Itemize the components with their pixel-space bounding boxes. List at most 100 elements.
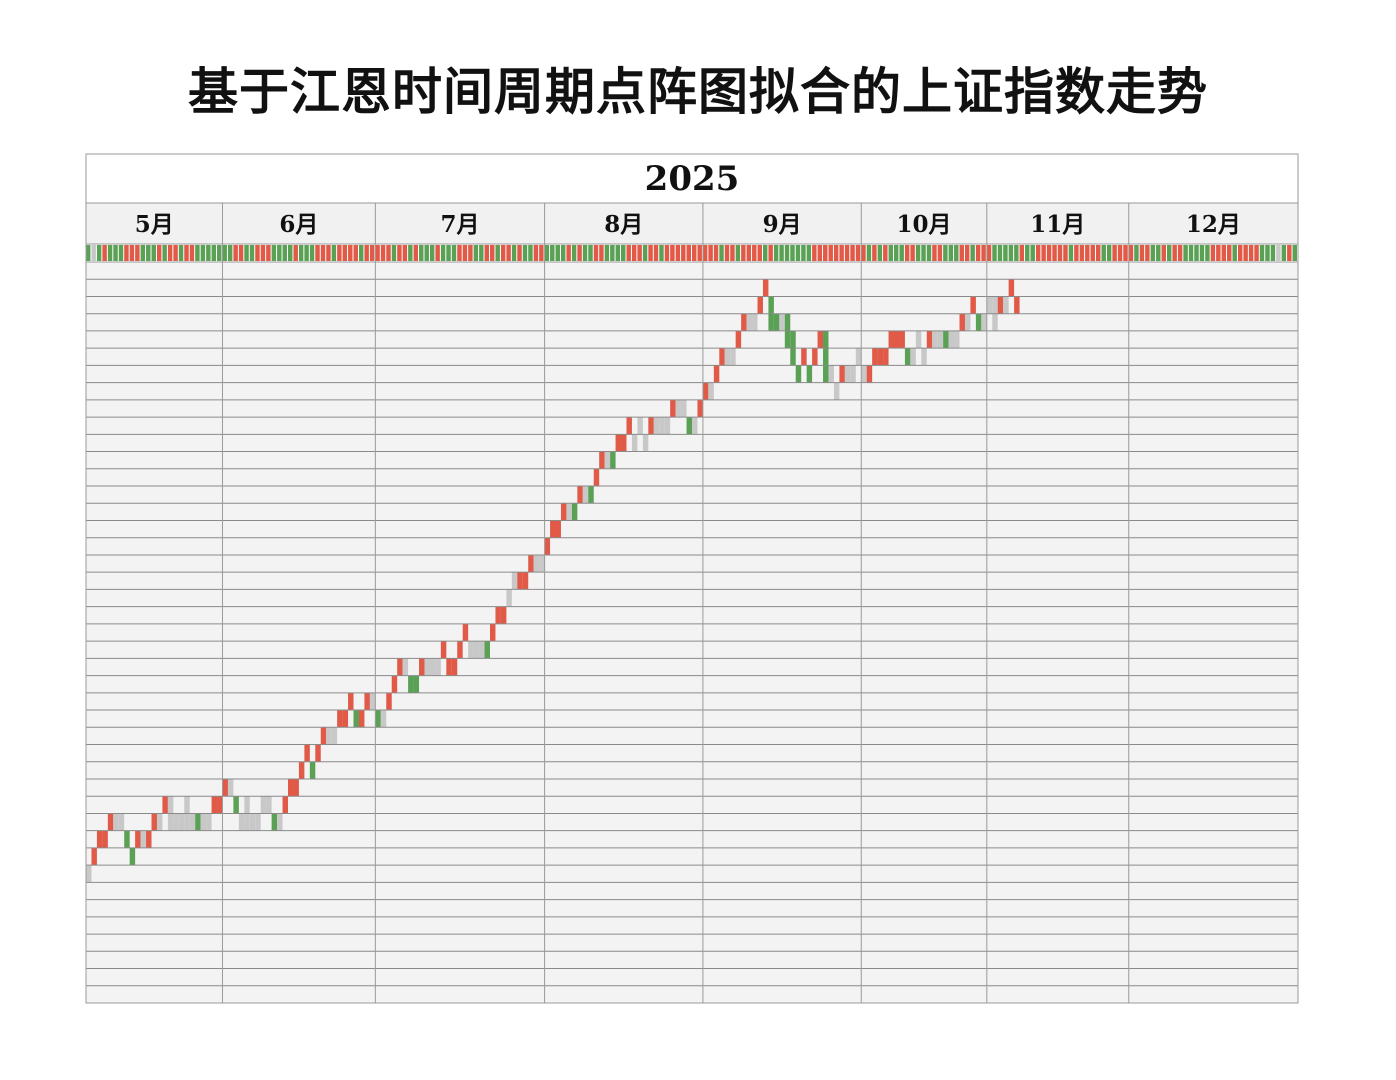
path-cell (189, 813, 196, 831)
strip-cell (1281, 245, 1287, 261)
month-label: 8月 (604, 211, 643, 238)
path-cell (446, 658, 452, 676)
strip-cell (877, 245, 883, 261)
path-cell (173, 813, 179, 831)
strip-cell (932, 245, 937, 261)
path-cell (730, 348, 736, 366)
path-cell (113, 813, 119, 831)
path-cell (954, 330, 960, 349)
path-cell (457, 641, 463, 659)
strip-cell (484, 245, 489, 261)
strip-cell (397, 245, 402, 261)
path-cell (91, 847, 97, 866)
strip-cell (1276, 245, 1281, 261)
path-cell (178, 813, 185, 831)
strip-cell (211, 245, 217, 261)
path-cell (555, 520, 561, 538)
strip-cell (490, 245, 495, 261)
strip-cell (784, 245, 790, 261)
path-cell (320, 727, 327, 745)
path-cell (904, 348, 911, 366)
strip-cell (298, 245, 304, 261)
path-cell (932, 330, 938, 349)
path-cell (135, 830, 141, 848)
strip-cell (1063, 245, 1068, 261)
month-label: 5月 (135, 211, 174, 238)
strip-cell (741, 245, 746, 261)
path-cell (894, 330, 900, 349)
path-cell (506, 589, 512, 607)
strip-cell (904, 245, 910, 261)
strip-cell (331, 245, 337, 261)
strip-cell (506, 245, 511, 261)
path-cell (795, 365, 802, 383)
strip-cell (730, 245, 735, 261)
strip-cell (1101, 245, 1106, 261)
strip-cell (1035, 245, 1041, 261)
strip-cell (659, 245, 664, 261)
strip-cell (1237, 245, 1243, 261)
path-cell (888, 330, 894, 349)
strip-cell (113, 245, 118, 261)
strip-cell (1090, 245, 1095, 261)
path-cell (479, 641, 485, 659)
strip-cell (1123, 245, 1128, 261)
path-cell (844, 365, 851, 383)
strip-cell (1085, 245, 1090, 261)
path-cell (697, 399, 703, 418)
strip-cell (1210, 245, 1216, 261)
year-label: 2025 (645, 159, 740, 199)
path-cell (937, 330, 944, 349)
path-cell (522, 572, 529, 590)
strip-cell (855, 245, 861, 261)
month-label: 6月 (279, 211, 318, 238)
path-cell (724, 348, 731, 366)
path-cell (195, 813, 201, 831)
strip-cell (1041, 245, 1046, 261)
strip-cell (118, 245, 124, 261)
path-cell (500, 606, 507, 624)
path-cell (222, 778, 228, 797)
strip-cell (353, 245, 358, 261)
strip-cell (162, 245, 167, 261)
month-label: 12月 (1186, 211, 1241, 238)
strip-cell (894, 245, 899, 261)
path-cell (206, 813, 212, 831)
path-cell (653, 417, 660, 435)
strip-cell (1216, 245, 1221, 261)
path-cell (440, 641, 447, 659)
path-cell (970, 296, 976, 314)
strip-cell (986, 245, 992, 261)
strip-cell (309, 245, 315, 261)
path-cell (86, 865, 92, 883)
strip-cell (129, 245, 135, 261)
strip-cell (970, 245, 975, 261)
path-cell (337, 710, 343, 728)
path-cell (495, 606, 501, 624)
strip-cell (479, 245, 484, 261)
path-cell (358, 710, 365, 728)
path-cell (490, 623, 496, 642)
strip-cell (1265, 245, 1270, 261)
strip-cell (1172, 245, 1177, 261)
path-cell (309, 761, 316, 779)
strip-cell (1003, 245, 1008, 261)
strip-cell (626, 245, 631, 261)
month-label: 7月 (440, 211, 479, 238)
strip-cell (615, 245, 621, 261)
strip-cell (975, 245, 981, 261)
strip-cell (1243, 245, 1248, 261)
strip-cell (91, 245, 96, 261)
path-cell (451, 658, 458, 676)
path-cell (353, 710, 359, 728)
chart-title: 基于江恩时间周期点阵图拟合的上证指数走势 (188, 62, 1208, 121)
strip-cell (217, 245, 222, 261)
strip-cell (915, 245, 921, 261)
strip-cell (582, 245, 588, 261)
strip-cell (1014, 245, 1019, 261)
strip-cell (926, 245, 932, 261)
path-cell (331, 727, 338, 745)
path-cell (1014, 296, 1020, 314)
path-cell (124, 830, 130, 848)
path-cell (375, 710, 381, 728)
